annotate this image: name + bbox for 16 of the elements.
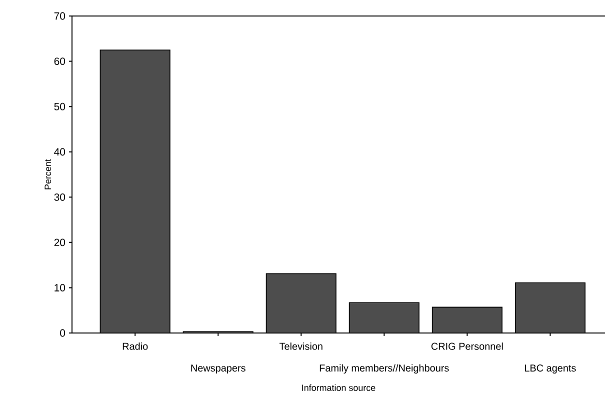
y-tick-label: 30	[54, 193, 66, 201]
x-tick-label: Newspapers	[191, 364, 246, 374]
y-tick-label: 0	[60, 329, 66, 337]
y-tick-label: 10	[54, 284, 66, 292]
x-tick-label: Family members//Neighbours	[320, 364, 449, 374]
y-tick-label: 60	[54, 58, 66, 65]
x-axis-title: Information source	[302, 384, 376, 391]
x-tick-label: LBC agents	[524, 364, 576, 374]
x-tick-label: CRIG Personnel	[431, 342, 503, 350]
y-tick-label: 70	[54, 12, 66, 20]
y-tick-label: 40	[54, 148, 66, 156]
x-tick-label: Radio	[122, 342, 148, 350]
x-tick-label: Television	[279, 342, 322, 350]
y-tick-label: 50	[54, 102, 66, 110]
y-tick-label: 20	[54, 238, 66, 246]
y-axis-title: Percent	[44, 159, 52, 190]
